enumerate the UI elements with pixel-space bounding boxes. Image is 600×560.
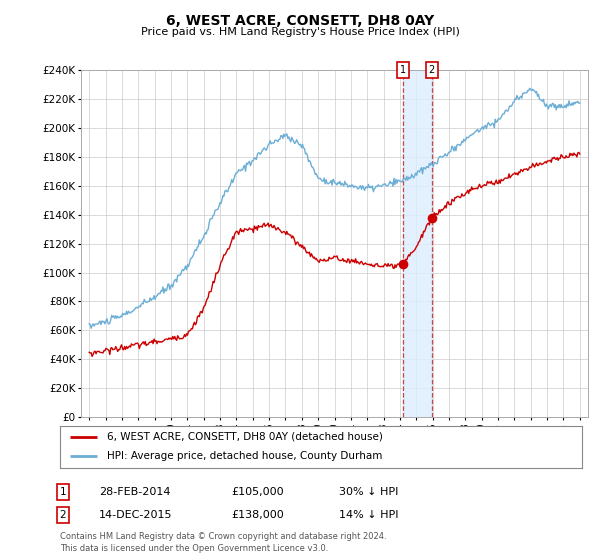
Text: 14-DEC-2015: 14-DEC-2015: [99, 510, 173, 520]
Text: 2: 2: [428, 65, 435, 75]
Text: Price paid vs. HM Land Registry's House Price Index (HPI): Price paid vs. HM Land Registry's House …: [140, 27, 460, 37]
Text: 28-FEB-2014: 28-FEB-2014: [99, 487, 170, 497]
Text: Contains HM Land Registry data © Crown copyright and database right 2024.
This d: Contains HM Land Registry data © Crown c…: [60, 533, 386, 553]
Text: 30% ↓ HPI: 30% ↓ HPI: [339, 487, 398, 497]
Text: £138,000: £138,000: [231, 510, 284, 520]
Text: 2: 2: [59, 510, 67, 520]
Text: HPI: Average price, detached house, County Durham: HPI: Average price, detached house, Coun…: [107, 451, 382, 461]
Text: 1: 1: [400, 65, 406, 75]
Text: 14% ↓ HPI: 14% ↓ HPI: [339, 510, 398, 520]
Text: £105,000: £105,000: [231, 487, 284, 497]
Text: 6, WEST ACRE, CONSETT, DH8 0AY: 6, WEST ACRE, CONSETT, DH8 0AY: [166, 14, 434, 28]
Bar: [403, 70, 432, 417]
Text: 6, WEST ACRE, CONSETT, DH8 0AY (detached house): 6, WEST ACRE, CONSETT, DH8 0AY (detached…: [107, 432, 383, 442]
Text: 1: 1: [59, 487, 67, 497]
